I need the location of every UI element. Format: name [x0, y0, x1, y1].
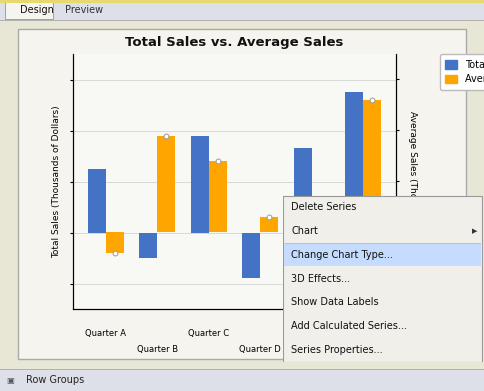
Text: Quarter C: Quarter C [188, 329, 229, 338]
Bar [88, 169, 106, 233]
Y-axis label: Total Sales (Thousands of Dollars): Total Sales (Thousands of Dollars) [52, 105, 61, 258]
Text: 3D Effects...: 3D Effects... [290, 273, 349, 283]
Bar [0, 0, 484, 3]
Text: Design: Design [20, 5, 54, 15]
Bar [363, 100, 380, 233]
Bar [311, 210, 329, 233]
Bar [139, 233, 157, 258]
Text: Add Calculated Series...: Add Calculated Series... [290, 321, 406, 331]
Bar [242, 233, 260, 278]
Bar [0, 369, 484, 391]
Bar [157, 136, 175, 233]
Y-axis label: Average Sales (Thousands of D: Average Sales (Thousands of D [407, 111, 416, 252]
Text: Show Data Labels: Show Data Labels [290, 298, 378, 307]
Text: Row Groups: Row Groups [26, 375, 84, 385]
Text: Quarter A: Quarter A [85, 329, 126, 338]
Bar [345, 92, 363, 233]
Bar [260, 217, 278, 233]
Text: Preview: Preview [65, 5, 103, 15]
Text: Quarter B: Quarter B [136, 345, 178, 354]
Bar [0, 0, 484, 20]
Text: Series Properties...: Series Properties... [290, 345, 382, 355]
Text: Quarter D: Quarter D [239, 345, 281, 354]
Legend: Total Sales, Average Sales: Total Sales, Average Sales [439, 54, 484, 90]
Bar [18, 29, 465, 359]
Bar [5, 1, 53, 19]
Text: ▣: ▣ [6, 375, 14, 384]
Bar [293, 148, 311, 233]
Bar [208, 161, 227, 233]
Text: ✕: ✕ [270, 196, 277, 206]
Title: Total Sales vs. Average Sales: Total Sales vs. Average Sales [125, 36, 343, 48]
Bar [284, 243, 480, 266]
Bar [190, 136, 208, 233]
Text: Delete Series: Delete Series [290, 202, 356, 212]
Text: ▶: ▶ [470, 228, 476, 234]
Text: Quarter F: Quarter F [343, 345, 382, 354]
Text: Change Chart Type...: Change Chart Type... [290, 249, 392, 260]
Text: Quarter E: Quarter E [291, 329, 332, 338]
Bar [106, 233, 123, 253]
Text: Chart: Chart [290, 226, 317, 236]
